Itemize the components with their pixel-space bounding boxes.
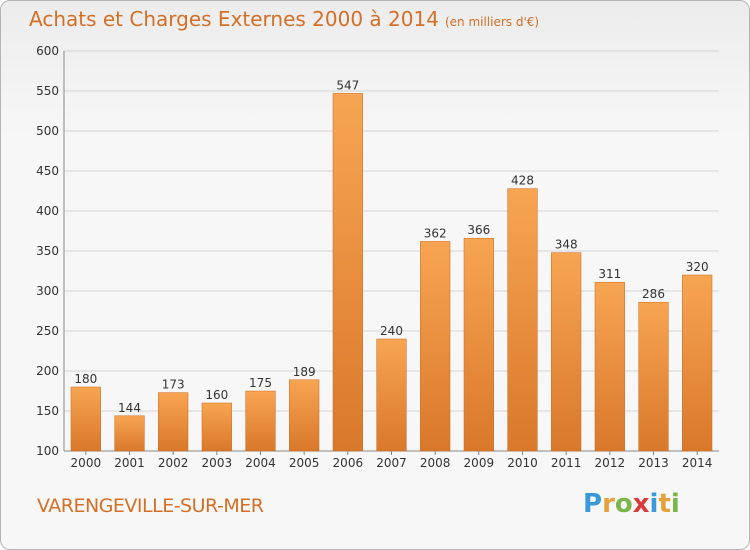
x-tick-label-2005: 2005 [289,456,320,470]
bars [70,93,713,452]
bar-2002 [158,392,189,452]
data-label-2005: 189 [293,365,316,379]
title-text: Achats et Charges Externes 2000 à 2014 [29,7,439,31]
data-labels: 180 144 173 160 175 189 547 240 362 366 428 348 311 2… [74,78,708,414]
data-label-2000: 180 [74,372,97,386]
chart-title: Achats et Charges Externes 2000 à 2014 (e… [29,7,539,31]
bar-2014 [682,274,713,452]
y-tick-label: 600 [36,44,59,58]
data-label-2004: 175 [249,376,272,390]
bar-2012 [594,281,625,452]
logo-letter: r [602,489,615,519]
y-tick-label: 250 [36,324,59,338]
y-tick-label: 500 [36,124,59,138]
data-label-2008: 362 [424,226,447,240]
data-label-2010: 428 [511,174,534,188]
title-unit: (en milliers d'€) [444,15,540,29]
bar-2003 [201,402,232,452]
logo-letter: i [670,489,680,519]
y-tick-label: 450 [36,164,59,178]
proxiti-logo[interactable]: Proxiti [583,489,680,519]
bar-2001 [114,415,145,452]
x-tick-label-2009: 2009 [464,456,495,470]
logo-letter: x [632,489,650,519]
x-tick-label-2000: 2000 [71,456,102,470]
bar-2009 [463,237,494,452]
x-tick-label-2001: 2001 [114,456,145,470]
bar-2004 [245,390,276,452]
data-label-2009: 366 [467,223,490,237]
x-tick-label-2002: 2002 [158,456,189,470]
data-label-2003: 160 [205,388,228,402]
x-tick-labels: 2000 2001 2002 2003 2004 2005 2006 2007 2008 2009… [71,451,713,470]
y-tick-label: 550 [36,84,59,98]
y-tick-label: 150 [36,404,59,418]
x-tick-label-2007: 2007 [376,456,407,470]
data-label-2011: 348 [555,238,578,252]
data-label-2013: 286 [642,287,665,301]
data-label-2001: 144 [118,401,141,415]
logo-letter: P [583,489,603,519]
bar-2000 [70,386,101,452]
x-tick-label-2006: 2006 [333,456,364,470]
x-tick-label-2014: 2014 [682,456,713,470]
y-tick-label: 350 [36,244,59,258]
x-tick-label-2003: 2003 [202,456,233,470]
y-tick-label: 100 [36,444,59,458]
data-label-2006: 547 [336,78,359,92]
x-tick-label-2008: 2008 [420,456,451,470]
y-tick-labels: 100 150 200 250 300 350 400 450 500 550 600 [36,44,59,458]
logo-letter: i [649,489,659,519]
bar-2008 [420,241,451,452]
bar-2013 [638,301,669,452]
x-tick-label-2011: 2011 [551,456,582,470]
x-tick-label-2004: 2004 [245,456,276,470]
town-name: VARENGEVILLE-SUR-MER [37,495,264,517]
bar-2011 [551,252,582,452]
bar-2006 [332,93,363,452]
bar-2007 [376,338,407,452]
data-label-2014: 320 [686,260,709,274]
data-label-2002: 173 [162,378,185,392]
data-label-2012: 311 [598,267,621,281]
y-tick-label: 300 [36,284,59,298]
y-tick-label: 200 [36,364,59,378]
x-tick-label-2012: 2012 [595,456,626,470]
bar-2005 [289,379,320,452]
x-tick-label-2010: 2010 [507,456,538,470]
bar-2010 [507,188,538,452]
logo-letter: o [614,489,633,519]
x-tick-label-2013: 2013 [638,456,669,470]
y-tick-label: 400 [36,204,59,218]
logo-letter: t [658,489,671,519]
data-label-2007: 240 [380,324,403,338]
